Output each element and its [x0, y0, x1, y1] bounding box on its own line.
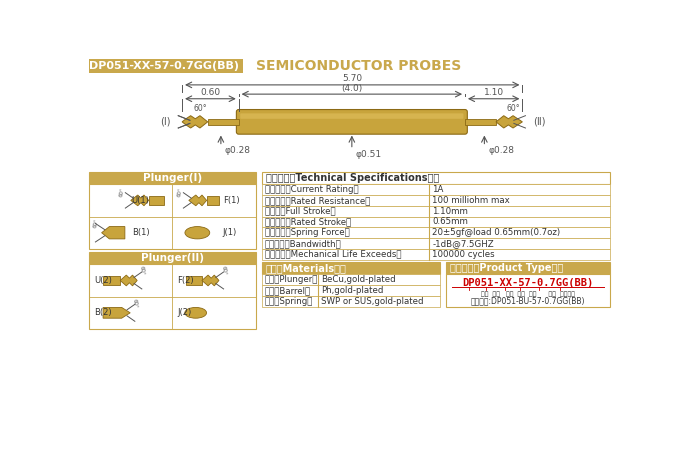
Text: φ0.28: φ0.28: [225, 147, 251, 156]
Bar: [445, 262, 610, 274]
Bar: [262, 274, 440, 285]
Polygon shape: [120, 275, 137, 286]
Text: 额定行程（Rated Stroke）: 额定行程（Rated Stroke）: [265, 218, 351, 227]
FancyBboxPatch shape: [240, 113, 464, 119]
Bar: [262, 227, 610, 238]
Bar: [262, 206, 610, 217]
Text: 60°: 60°: [506, 104, 520, 113]
Bar: [262, 238, 610, 249]
Text: BeCu,gold-plated: BeCu,gold-plated: [321, 275, 396, 284]
Text: 5.70: 5.70: [342, 74, 362, 83]
Text: 100000 cycles: 100000 cycles: [432, 250, 495, 259]
Bar: [262, 217, 610, 227]
Bar: [262, 195, 610, 206]
Bar: [262, 249, 610, 260]
Text: 1A: 1A: [432, 185, 444, 194]
Text: 60°: 60°: [194, 104, 207, 113]
Text: (Ⅰ): (Ⅰ): [160, 117, 170, 127]
Text: SEMICONDUCTOR PROBES: SEMICONDUCTOR PROBES: [256, 59, 461, 73]
Text: SWP or SUS,gold-plated: SWP or SUS,gold-plated: [321, 297, 424, 306]
Text: 60°: 60°: [138, 266, 145, 276]
Text: φ0.28: φ0.28: [488, 147, 514, 156]
Bar: [207, 196, 219, 205]
Text: 针管（Barrel）: 针管（Barrel）: [265, 286, 311, 295]
Bar: [262, 285, 440, 296]
Text: 系列  规格   头型  总长  弹力      镀金  针头材质: 系列 规格 头型 总长 弹力 镀金 针头材质: [481, 291, 575, 297]
Text: Plunger(II): Plunger(II): [141, 253, 204, 263]
Text: Ph,gold-plated: Ph,gold-plated: [321, 286, 383, 295]
Text: 满行程（Full Stroke）: 满行程（Full Stroke）: [265, 207, 336, 216]
Text: B(2): B(2): [94, 308, 111, 317]
Bar: [149, 196, 164, 205]
Polygon shape: [103, 307, 130, 318]
Bar: [445, 274, 610, 306]
Bar: [89, 252, 256, 264]
Text: 频率带宽（Bandwidth）: 频率带宽（Bandwidth）: [265, 239, 342, 248]
Text: (Ⅱ): (Ⅱ): [533, 117, 546, 127]
Text: 弹簧（Spring）: 弹簧（Spring）: [265, 297, 314, 306]
Polygon shape: [189, 195, 207, 206]
Polygon shape: [496, 116, 522, 128]
Text: 1.10mm: 1.10mm: [432, 207, 469, 216]
Text: 额定电阻（Rated Resistance）: 额定电阻（Rated Resistance）: [265, 196, 370, 205]
Text: 60°: 60°: [177, 186, 184, 197]
Text: 测试寿命（Mechanical Life Exceeds）: 测试寿命（Mechanical Life Exceeds）: [265, 250, 402, 259]
Text: 1.10: 1.10: [484, 88, 504, 97]
Polygon shape: [102, 227, 125, 239]
Polygon shape: [131, 195, 149, 206]
Bar: [465, 119, 496, 125]
Text: U(2): U(2): [94, 276, 112, 285]
Bar: [262, 296, 440, 306]
Text: F(1): F(1): [223, 196, 239, 205]
Text: DP051-XX-57-0.7GG(BB): DP051-XX-57-0.7GG(BB): [462, 278, 593, 288]
Text: 60°: 60°: [92, 218, 99, 228]
Text: DP051-XX-57-0.7GG(BB): DP051-XX-57-0.7GG(BB): [89, 61, 239, 70]
Bar: [262, 172, 610, 184]
Bar: [262, 262, 440, 274]
Bar: [89, 264, 256, 329]
Text: -1dB@7.5GHZ: -1dB@7.5GHZ: [432, 239, 494, 248]
Text: 0.60: 0.60: [201, 88, 220, 97]
Text: 额定弹力（Spring Force）: 额定弹力（Spring Force）: [265, 228, 350, 237]
Text: φ0.51: φ0.51: [356, 149, 382, 158]
Text: F(2): F(2): [177, 276, 194, 285]
Bar: [89, 172, 256, 184]
Text: Plunger(I): Plunger(I): [143, 173, 202, 183]
Text: 成品型号（Product Type）：: 成品型号（Product Type）：: [449, 263, 563, 273]
Text: J(1): J(1): [223, 228, 237, 237]
Ellipse shape: [185, 307, 207, 318]
Text: 订购举例:DP051-BU-57-0.7GG(BB): 订购举例:DP051-BU-57-0.7GG(BB): [471, 297, 585, 306]
Text: 60°: 60°: [132, 298, 138, 308]
Text: 60°: 60°: [220, 266, 227, 276]
FancyBboxPatch shape: [237, 110, 467, 134]
Text: B(1): B(1): [132, 228, 149, 237]
Polygon shape: [182, 116, 208, 128]
Text: 0.65mm: 0.65mm: [432, 218, 469, 227]
Bar: [186, 276, 202, 285]
Text: 材质（Materials）：: 材质（Materials）：: [266, 263, 346, 273]
Ellipse shape: [185, 227, 210, 239]
Bar: [208, 119, 239, 125]
Text: 针头（Plunger）: 针头（Plunger）: [265, 275, 318, 284]
Text: 技术要求（Technical Specifications）：: 技术要求（Technical Specifications）：: [266, 173, 439, 183]
Polygon shape: [202, 275, 219, 286]
Text: J(2): J(2): [177, 308, 192, 317]
Bar: [103, 276, 120, 285]
Text: 额定电流（Current Rating）: 额定电流（Current Rating）: [265, 185, 359, 194]
Bar: [262, 184, 610, 195]
Text: U(1): U(1): [132, 196, 149, 205]
Text: 20±5gf@load 0.65mm(0.7oz): 20±5gf@load 0.65mm(0.7oz): [432, 228, 561, 237]
Text: (4.0): (4.0): [341, 84, 362, 93]
Bar: [89, 59, 243, 72]
Text: 60°: 60°: [119, 186, 125, 197]
Text: 100 milliohm max: 100 milliohm max: [432, 196, 510, 205]
Bar: [89, 184, 256, 249]
